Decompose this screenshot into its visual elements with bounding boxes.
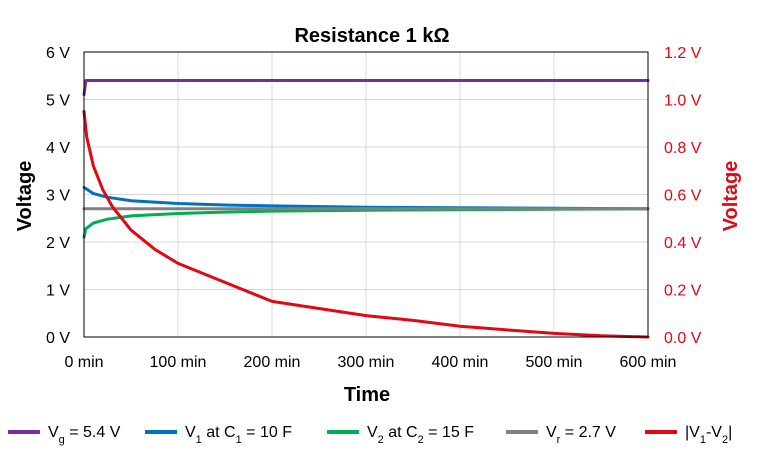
y-tick-label-left: 5 V: [46, 93, 70, 110]
legend-label: Vg = 5.4 V: [48, 424, 121, 446]
y-tick-label-left: 2 V: [46, 235, 70, 252]
chart-title: Resistance 1 kΩ: [294, 25, 449, 47]
y-tick-label-right: 0.8 V: [664, 140, 702, 157]
y-tick-label-left: 3 V: [46, 188, 70, 205]
y-axis-label-right: Voltage: [720, 161, 742, 232]
x-axis-label: Time: [344, 384, 390, 406]
series-lines: [82, 79, 650, 339]
legend-label: Vr = 2.7 V: [546, 424, 616, 446]
x-tick-label: 600 min: [620, 354, 677, 371]
x-tick-label: 200 min: [244, 354, 301, 371]
x-tick-label: 500 min: [526, 354, 583, 371]
series-line-0: [82, 79, 650, 97]
plot-area-frame: [83, 51, 649, 338]
legend-label: V1 at C1 = 10 F: [185, 424, 292, 446]
y-tick-label-right: 0.4 V: [664, 235, 702, 252]
x-tick-label: 400 min: [432, 354, 489, 371]
y-axis-label-left: Voltage: [14, 161, 36, 232]
y-tick-label-right: 0.2 V: [664, 283, 702, 300]
x-tick-label: 0 min: [64, 354, 103, 371]
legend-label: V2 at C2 = 15 F: [367, 424, 474, 446]
y-tick-label-right: 0.0 V: [664, 330, 702, 347]
y-tick-label-left: 0 V: [46, 330, 70, 347]
y-tick-label-right: 1.2 V: [664, 45, 702, 62]
axes: 0 min 100 min 200 min 300 min 400 min 500 min…: [46, 45, 702, 371]
series-line-4: [82, 109, 650, 339]
x-tick-label: 100 min: [150, 354, 207, 371]
y-tick-label-left: 1 V: [46, 283, 70, 300]
x-tick-label: 300 min: [338, 354, 395, 371]
grid: [83, 51, 649, 338]
legend: Vg = 5.4 V V1 at C1 = 10 F V2 at C2 = 15 F…: [8, 424, 732, 446]
y-tick-label-left: 6 V: [46, 45, 70, 62]
y-tick-label-left: 4 V: [46, 140, 70, 157]
legend-label: |V1-V2|: [685, 424, 732, 446]
y-tick-label-right: 1.0 V: [664, 93, 702, 110]
y-tick-label-right: 0.6 V: [664, 188, 702, 205]
